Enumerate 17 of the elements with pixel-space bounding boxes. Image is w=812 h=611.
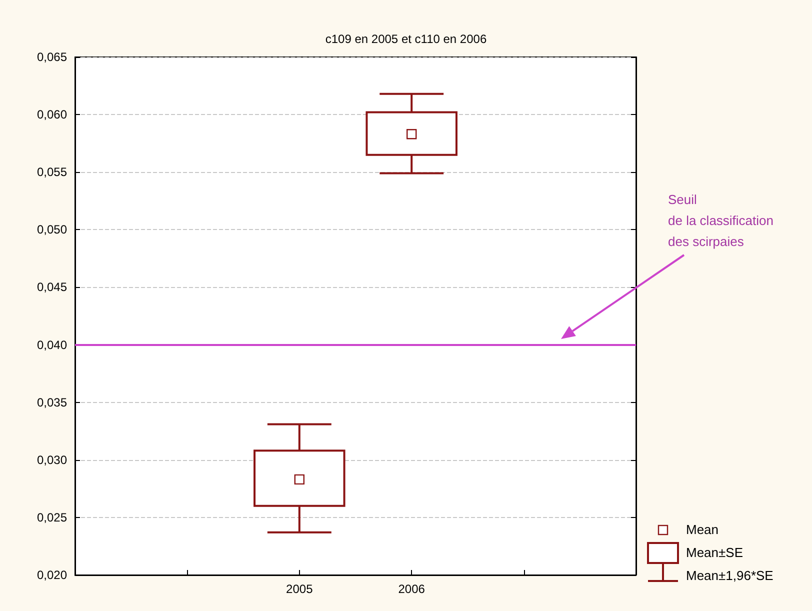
x-tick-label: 2005 (286, 582, 314, 596)
chart-title: c109 en 2005 et c110 en 2006 (325, 32, 487, 46)
y-tick-label: 0,020 (36, 568, 68, 582)
text: Mean (686, 522, 719, 537)
text: Mean±SE (686, 545, 743, 560)
y-tick-label: 0,055 (36, 165, 68, 180)
y-tick-label: 0,025 (36, 510, 68, 524)
text: Mean±1,96*SE (686, 568, 774, 583)
y-tick-label: 0,040 (36, 338, 68, 352)
y-tick-label: 0,045 (36, 280, 68, 294)
y-tick-label: 0,065 (36, 50, 68, 64)
ref-line-label: Seuil de la classification des scirpaies (668, 190, 774, 251)
x-tick-label: 2006 (398, 582, 426, 596)
y-tick-label: 0,030 (36, 452, 68, 467)
y-tick-label: 0,060 (36, 108, 68, 122)
y-tick-label: 0,035 (36, 395, 68, 410)
y-tick-label: 0,050 (36, 222, 68, 237)
